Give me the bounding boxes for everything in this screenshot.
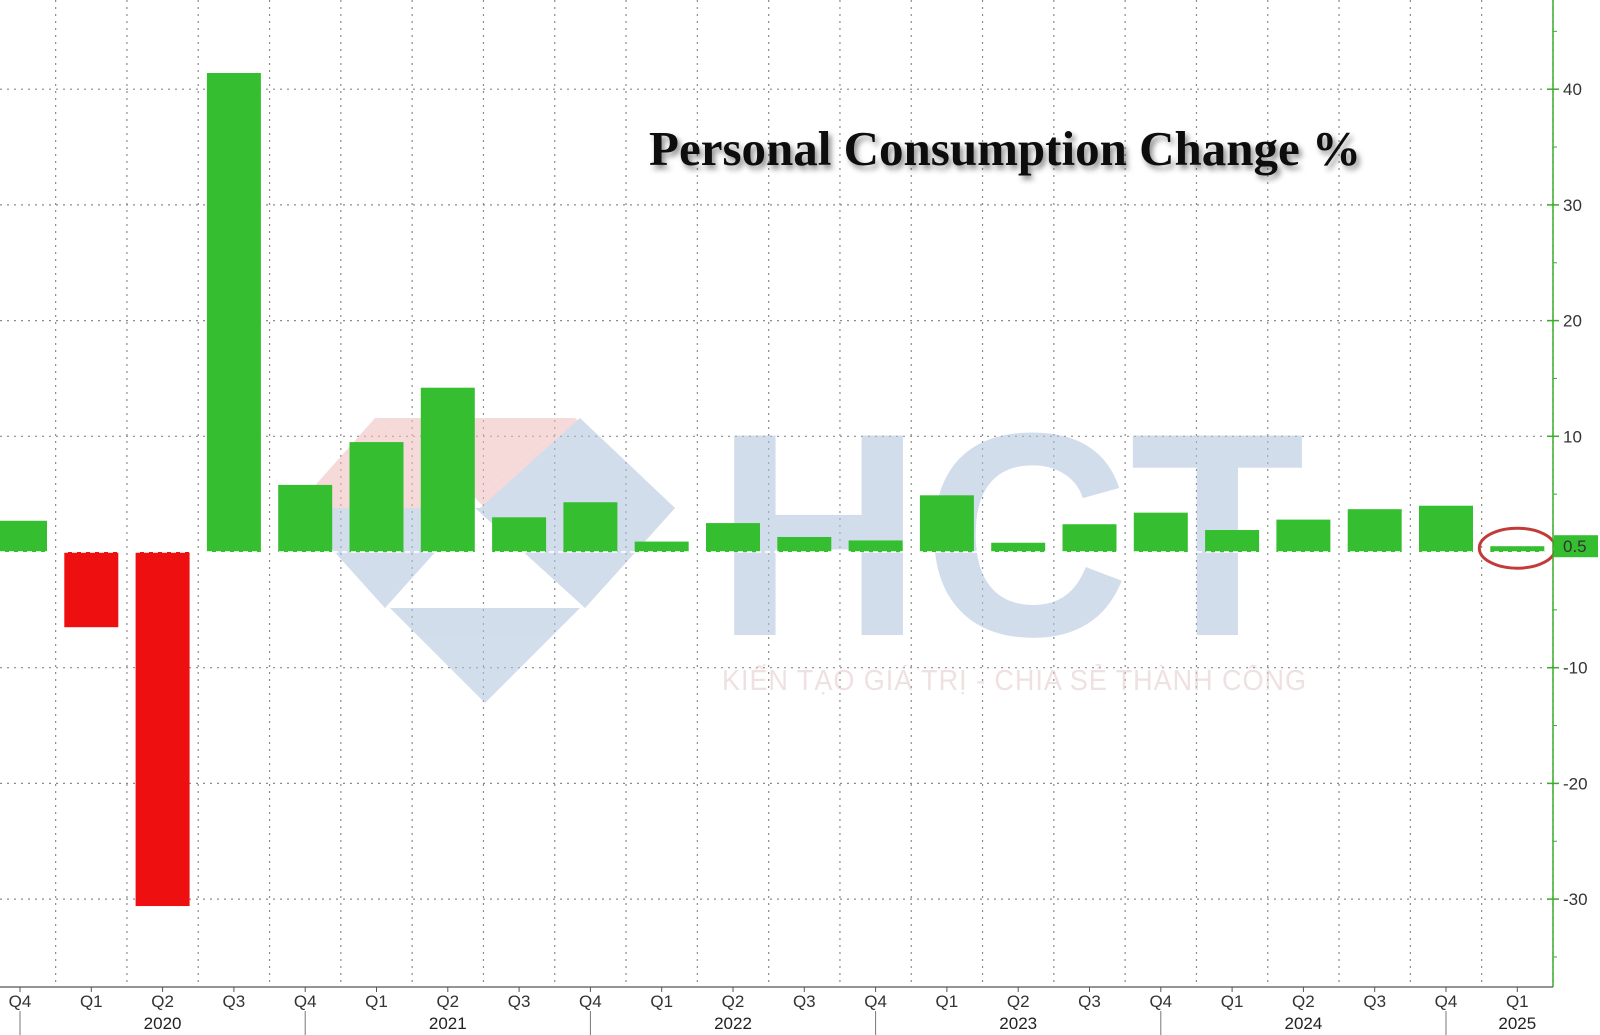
x-year-label: 2020	[144, 1014, 182, 1033]
bar	[1419, 505, 1473, 552]
y-tick-label: -30	[1563, 890, 1588, 909]
bar	[777, 536, 832, 552]
bar	[848, 540, 903, 552]
bar	[919, 495, 974, 552]
x-tick-label: Q3	[1363, 992, 1386, 1011]
y-tick-label: 40	[1563, 80, 1582, 99]
bar	[492, 517, 547, 552]
bar	[1133, 512, 1188, 552]
bar	[1347, 509, 1402, 552]
x-tick-label: Q1	[365, 992, 388, 1011]
x-tick-label: Q3	[1078, 992, 1101, 1011]
last-value-box	[1554, 535, 1598, 558]
x-tick-label: Q1	[1506, 992, 1529, 1011]
x-tick-label: Q4	[294, 992, 317, 1011]
x-tick-label: Q1	[1221, 992, 1244, 1011]
x-tick-label: Q2	[151, 992, 174, 1011]
x-tick-label: Q2	[1292, 992, 1315, 1011]
watermark-tagline: KIẾN TẠO GIÁ TRỊ - CHIA SẺ THÀNH CÔNG	[722, 663, 1307, 697]
x-tick-label: Q1	[936, 992, 959, 1011]
y-tick-label: -10	[1563, 659, 1588, 678]
bar	[706, 523, 760, 552]
x-year-label: 2023	[999, 1014, 1037, 1033]
x-year-label: 2021	[429, 1014, 467, 1033]
bar	[206, 73, 261, 552]
x-tick-label: Q1	[650, 992, 673, 1011]
x-axis: Q4 Q1 Q2 Q3 Q4 Q1 Q2 Q3 Q4 Q1 Q2 Q3 Q4 Q1 Q2 Q3 Q4 Q1 Q2 Q3…	[0, 986, 1553, 1035]
y-axis: -30 -20 -10 10 20 30 40 0.5	[1547, 0, 1598, 987]
x-tick-label: Q3	[223, 992, 246, 1011]
bar	[1062, 524, 1117, 552]
x-tick-label: Q4	[579, 992, 602, 1011]
x-tick-label: Q2	[1007, 992, 1030, 1011]
bar	[349, 442, 404, 552]
y-tick-label: -20	[1563, 774, 1588, 793]
bar	[0, 520, 47, 552]
bars	[0, 73, 1545, 907]
last-value-label: 0.5	[1563, 537, 1587, 556]
x-tick-label: Q4	[1149, 992, 1172, 1011]
bar	[563, 502, 618, 552]
x-year-label: 2022	[714, 1014, 752, 1033]
y-tick-label: 30	[1563, 196, 1582, 215]
x-tick-label: Q3	[793, 992, 816, 1011]
x-year-label: 2024	[1284, 1014, 1322, 1033]
bar	[1205, 530, 1260, 552]
y-tick-label: 20	[1563, 312, 1582, 331]
x-tick-label: Q3	[508, 992, 531, 1011]
bar	[278, 484, 333, 552]
x-tick-label: Q2	[436, 992, 459, 1011]
bar	[634, 541, 689, 552]
x-year-label: 2025	[1498, 1014, 1536, 1033]
bar	[135, 552, 190, 907]
x-tick-label: Q4	[864, 992, 887, 1011]
bar	[1276, 519, 1331, 552]
x-tick-label: Q1	[80, 992, 103, 1011]
bar	[1490, 546, 1545, 552]
bar	[420, 387, 475, 552]
bar	[64, 552, 119, 628]
bar	[991, 542, 1046, 552]
y-tick-label: 10	[1563, 427, 1582, 446]
x-tick-label: Q4	[9, 992, 32, 1011]
x-tick-label: Q4	[1435, 992, 1458, 1011]
x-tick-label: Q2	[722, 992, 745, 1011]
chart-title: Personal Consumption Change %	[649, 121, 1361, 176]
